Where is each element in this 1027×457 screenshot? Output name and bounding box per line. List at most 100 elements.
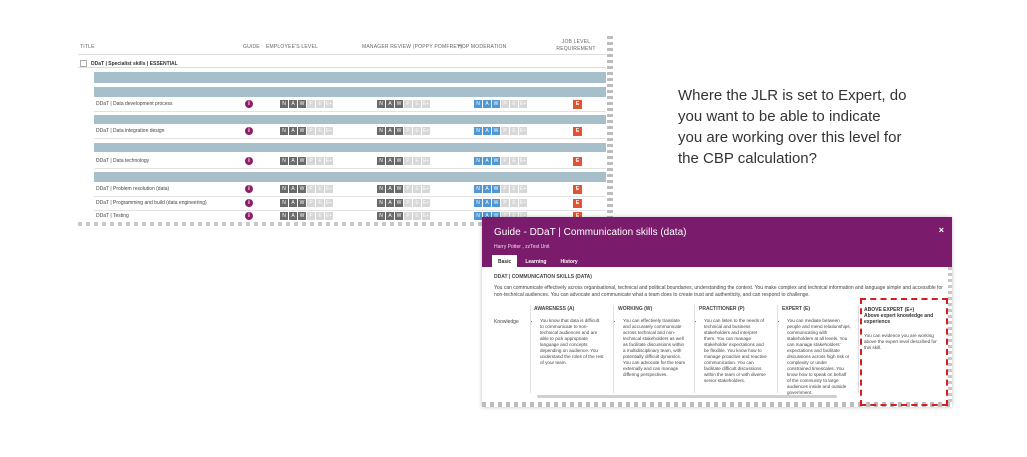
level-button[interactable]: N	[474, 185, 482, 193]
level-button[interactable]: A	[483, 212, 491, 220]
level-button[interactable]: E+	[422, 212, 430, 220]
level-button[interactable]: P	[307, 100, 315, 108]
skill-group-header[interactable]: DDaT | Specialist skills | ESSENTIAL	[80, 60, 178, 67]
level-button[interactable]: A	[289, 100, 297, 108]
level-button[interactable]: P	[307, 127, 315, 135]
collapse-toggle-icon[interactable]	[80, 60, 87, 67]
level-button[interactable]: A	[483, 185, 491, 193]
level-button[interactable]: A	[289, 212, 297, 220]
level-button[interactable]: W	[492, 157, 500, 165]
level-button[interactable]: P	[404, 100, 412, 108]
level-button[interactable]: N	[280, 157, 288, 165]
level-button[interactable]: E+	[422, 185, 430, 193]
level-button[interactable]: W	[298, 100, 306, 108]
close-icon[interactable]: ×	[938, 225, 944, 235]
level-button[interactable]: P	[501, 212, 509, 220]
level-button[interactable]: E+	[325, 199, 333, 207]
level-button[interactable]: P	[307, 185, 315, 193]
level-button[interactable]: P	[404, 185, 412, 193]
tab-basic[interactable]: Basic	[492, 255, 518, 269]
level-button[interactable]: W	[492, 212, 500, 220]
level-button[interactable]: P	[501, 127, 509, 135]
level-button[interactable]: E	[413, 127, 421, 135]
level-button[interactable]: W	[395, 185, 403, 193]
level-button[interactable]: E+	[325, 157, 333, 165]
level-button[interactable]: N	[377, 127, 385, 135]
level-button[interactable]: E	[316, 199, 324, 207]
level-button[interactable]: E	[316, 185, 324, 193]
level-button[interactable]: E	[510, 100, 518, 108]
level-button[interactable]: A	[386, 199, 394, 207]
level-button[interactable]: E+	[325, 100, 333, 108]
level-button[interactable]: P	[404, 157, 412, 165]
level-button[interactable]: N	[474, 199, 482, 207]
level-button[interactable]: A	[483, 100, 491, 108]
info-icon[interactable]: i	[245, 185, 253, 193]
horizontal-scrollbar[interactable]	[537, 395, 837, 398]
level-button[interactable]: E+	[519, 199, 527, 207]
level-button[interactable]: E	[413, 185, 421, 193]
level-button[interactable]: N	[474, 100, 482, 108]
level-button[interactable]: P	[307, 212, 315, 220]
level-button[interactable]: P	[501, 100, 509, 108]
level-button[interactable]: P	[501, 157, 509, 165]
level-button[interactable]: W	[492, 127, 500, 135]
level-button[interactable]: N	[280, 127, 288, 135]
level-button[interactable]: E+	[519, 185, 527, 193]
info-icon[interactable]: i	[245, 212, 253, 220]
tab-history[interactable]: History	[560, 259, 578, 265]
level-button[interactable]: P	[404, 127, 412, 135]
level-button[interactable]: N	[377, 100, 385, 108]
level-button[interactable]: W	[298, 127, 306, 135]
level-button[interactable]: A	[289, 185, 297, 193]
level-button[interactable]: W	[298, 157, 306, 165]
level-button[interactable]: E	[510, 157, 518, 165]
tab-learning[interactable]: Learning	[525, 259, 547, 265]
level-button[interactable]: E	[413, 100, 421, 108]
level-button[interactable]: N	[280, 100, 288, 108]
level-button[interactable]: W	[395, 157, 403, 165]
level-button[interactable]: W	[395, 199, 403, 207]
level-button[interactable]: P	[307, 157, 315, 165]
level-button[interactable]: N	[377, 157, 385, 165]
level-button[interactable]: W	[395, 100, 403, 108]
level-button[interactable]: N	[377, 212, 385, 220]
level-button[interactable]: E+	[519, 157, 527, 165]
level-button[interactable]: A	[386, 185, 394, 193]
level-button[interactable]: E	[510, 199, 518, 207]
level-button[interactable]: A	[386, 157, 394, 165]
level-button[interactable]: E+	[325, 185, 333, 193]
level-button[interactable]: E+	[519, 127, 527, 135]
level-button[interactable]: P	[404, 212, 412, 220]
level-button[interactable]: E	[316, 157, 324, 165]
level-button[interactable]: E+	[325, 212, 333, 220]
info-icon[interactable]: i	[245, 127, 253, 135]
level-button[interactable]: W	[298, 212, 306, 220]
level-button[interactable]: W	[395, 127, 403, 135]
level-button[interactable]: P	[307, 199, 315, 207]
level-button[interactable]: W	[492, 185, 500, 193]
level-button[interactable]: A	[483, 199, 491, 207]
level-button[interactable]: W	[492, 199, 500, 207]
level-button[interactable]: A	[483, 127, 491, 135]
level-button[interactable]: E	[413, 157, 421, 165]
level-button[interactable]: E	[413, 212, 421, 220]
level-button[interactable]: E	[316, 127, 324, 135]
level-button[interactable]: N	[474, 212, 482, 220]
level-button[interactable]: E+	[325, 127, 333, 135]
level-button[interactable]: E+	[519, 100, 527, 108]
level-button[interactable]: W	[298, 199, 306, 207]
level-button[interactable]: P	[501, 185, 509, 193]
level-button[interactable]: E	[413, 199, 421, 207]
level-button[interactable]: N	[377, 199, 385, 207]
level-button[interactable]: A	[483, 157, 491, 165]
level-button[interactable]: E+	[422, 100, 430, 108]
level-button[interactable]: A	[289, 127, 297, 135]
level-button[interactable]: E	[316, 212, 324, 220]
level-button[interactable]: E+	[422, 157, 430, 165]
level-button[interactable]: E	[510, 127, 518, 135]
level-button[interactable]: E+	[519, 212, 527, 220]
level-button[interactable]: A	[386, 100, 394, 108]
level-button[interactable]: W	[395, 212, 403, 220]
level-button[interactable]: N	[474, 157, 482, 165]
